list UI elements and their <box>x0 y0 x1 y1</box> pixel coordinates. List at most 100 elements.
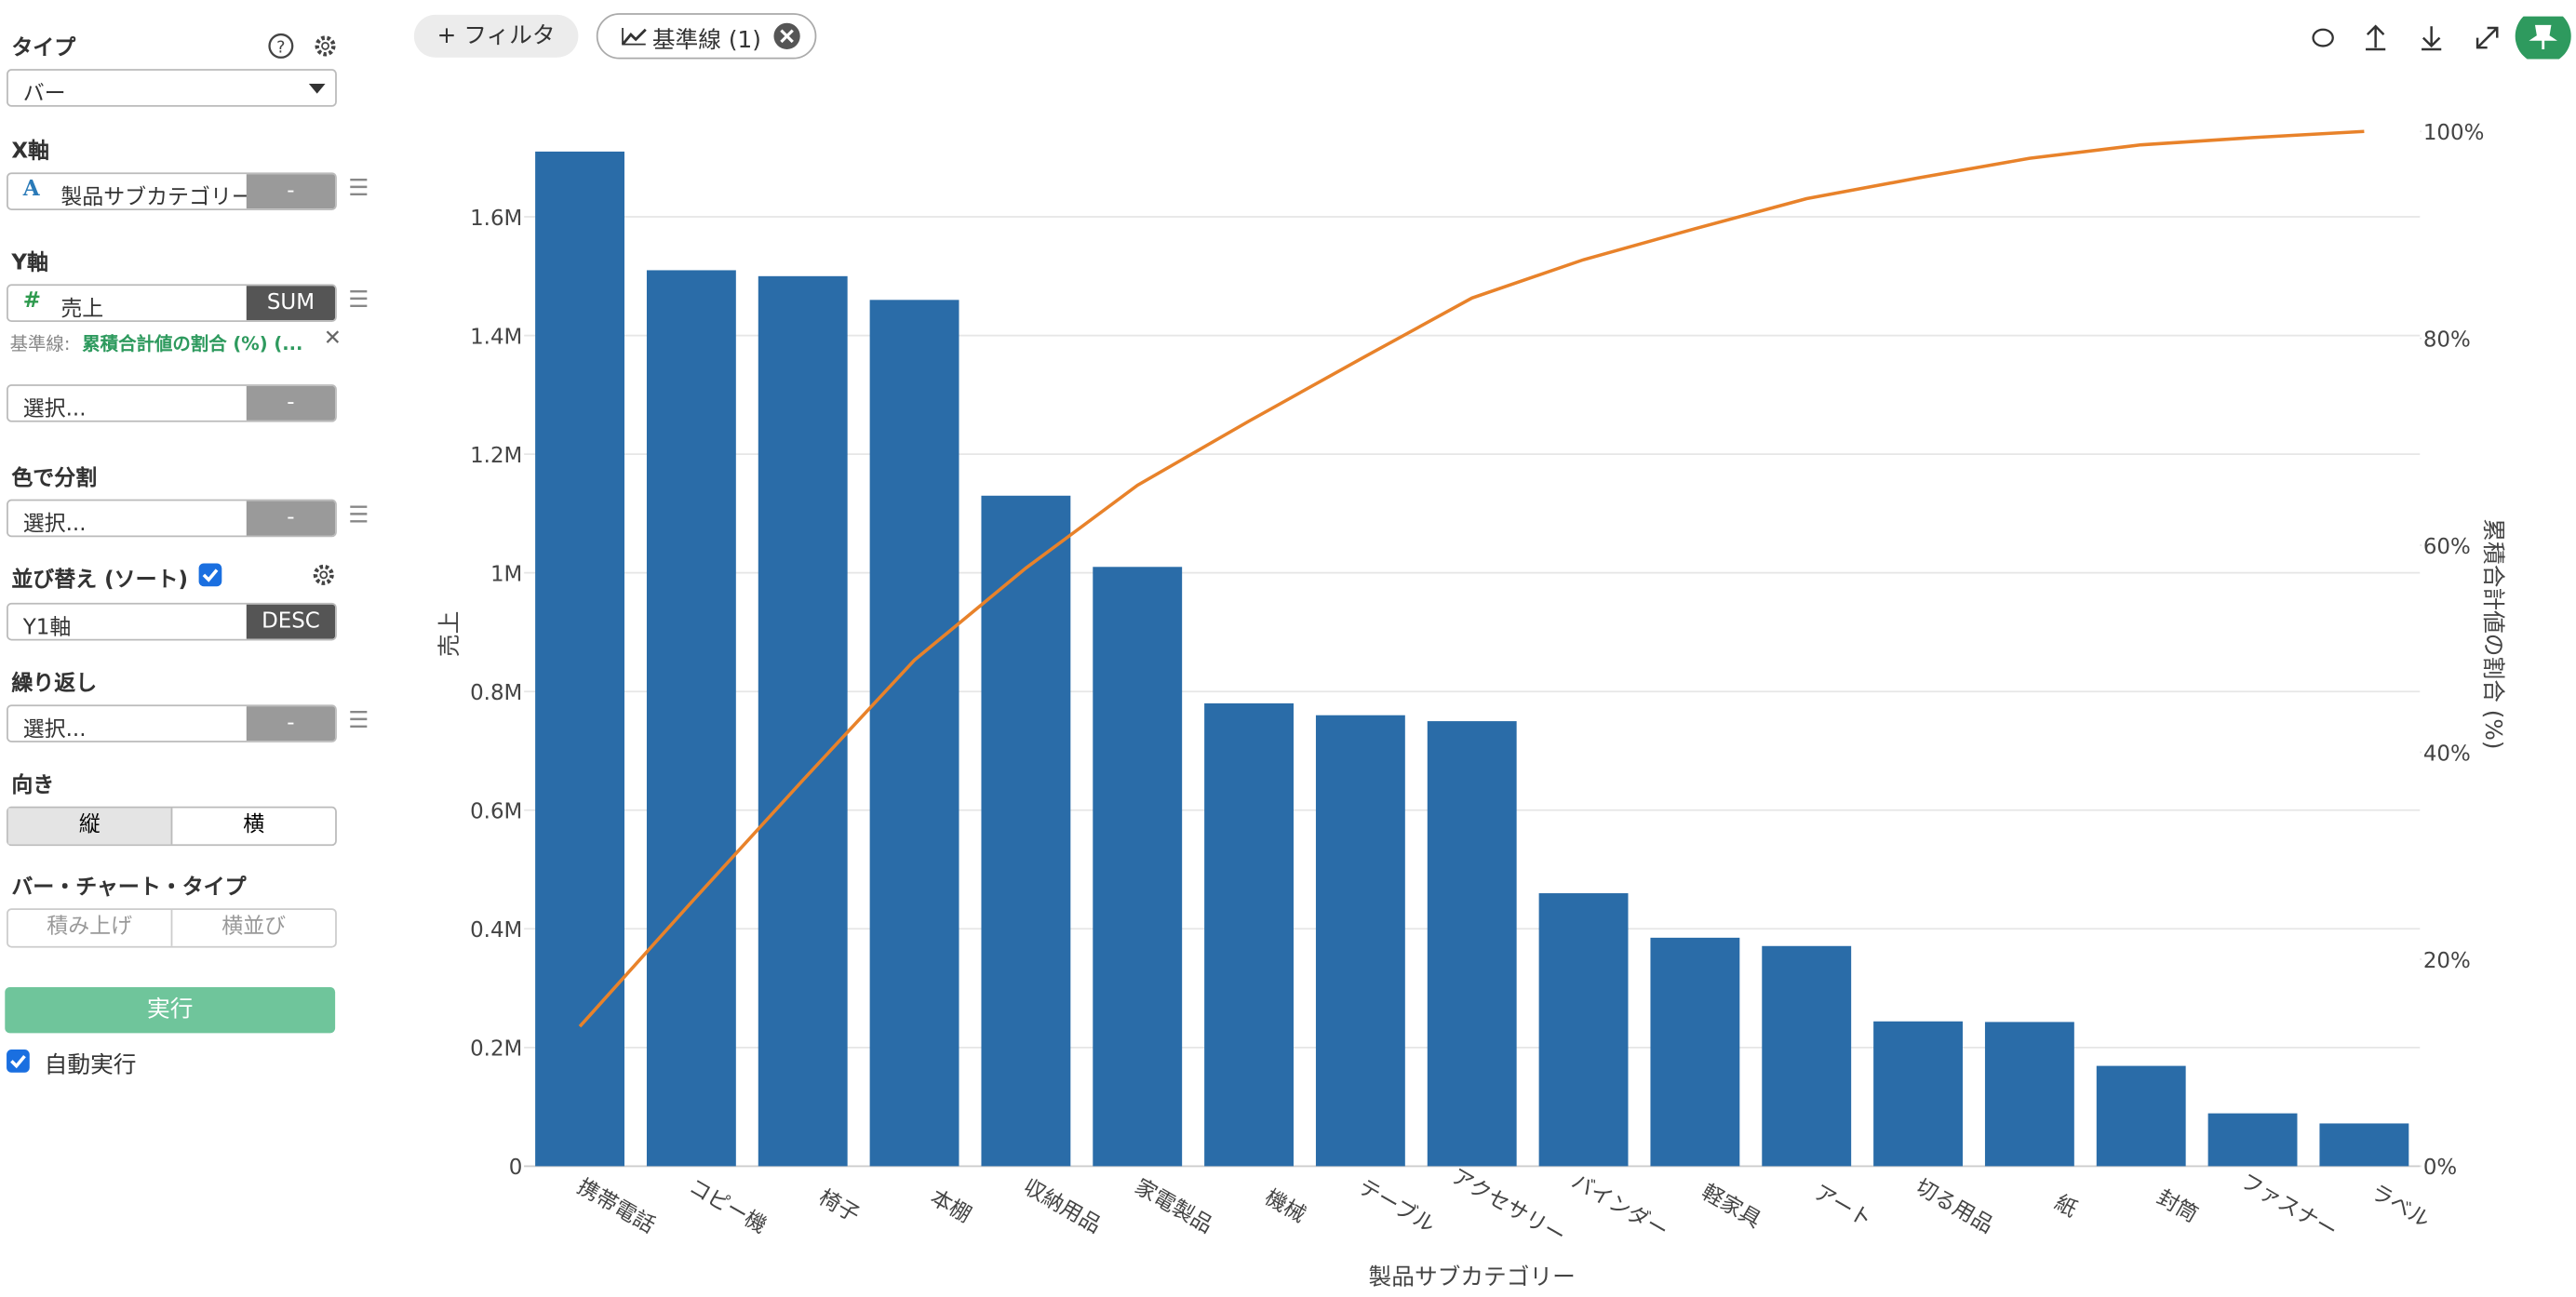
bar <box>2096 1065 2186 1167</box>
sort-checkbox[interactable] <box>197 562 223 588</box>
auto-run-label: 自動実行 <box>44 1052 137 1079</box>
sort-label: 並び替え (ソート) <box>11 568 188 594</box>
bar <box>1762 945 1852 1167</box>
x-tick-label: テーブル <box>1354 1175 1439 1238</box>
x-tick-label: 紙 <box>2050 1191 2081 1223</box>
repeat-field[interactable]: 選択... - <box>7 704 337 742</box>
sort-order[interactable]: DESC <box>246 604 336 639</box>
y-tick-label: 0.6M <box>470 800 522 824</box>
sort-field-value: Y1軸 <box>22 615 72 641</box>
y2-tick-label: 40% <box>2423 742 2471 766</box>
color-field[interactable]: 選択... - <box>7 499 337 538</box>
baseline-chip[interactable]: 基準線 (1) <box>596 13 817 60</box>
orientation-toggle: 縦横 <box>7 806 337 847</box>
bar <box>758 275 848 1167</box>
toolbar-icons[interactable] <box>2300 16 2576 60</box>
x-tick-label: 封筒 <box>2153 1185 2202 1227</box>
repeat-agg[interactable]: - <box>246 706 336 742</box>
bar <box>1984 1022 2074 1167</box>
color-agg[interactable]: - <box>246 501 336 536</box>
type-select[interactable]: バー <box>7 69 337 107</box>
y2-tick-label: 100% <box>2423 121 2485 145</box>
repeat-field-value: 選択... <box>22 717 87 742</box>
y-tick-label: 0.4M <box>470 918 522 943</box>
y-field[interactable]: # 売上 SUM <box>7 284 337 323</box>
y-tick-label: 1.6M <box>470 207 522 231</box>
x-tick-label: 携帯電話 <box>573 1175 659 1238</box>
y-tick-label: 0.8M <box>470 681 522 705</box>
x-tick-label: 家電製品 <box>1131 1175 1216 1238</box>
bar-type-label: バー・チャート・タイプ <box>11 875 247 901</box>
orientation-option[interactable]: 横 <box>243 812 265 838</box>
x-axis-label: X軸 <box>11 140 50 165</box>
color-field-value: 選択... <box>22 512 87 538</box>
color-label: 色で分割 <box>11 466 98 491</box>
bar <box>869 300 959 1167</box>
y-tick-label: 1.4M <box>470 325 522 349</box>
y2-tick-label: 0% <box>2423 1156 2457 1180</box>
sort-settings[interactable] <box>309 560 339 590</box>
menu-icon[interactable]: ☰ <box>348 707 369 735</box>
type-value: バー <box>22 82 66 107</box>
menu-icon[interactable]: ☰ <box>348 175 369 203</box>
bar <box>646 270 736 1167</box>
bar <box>1873 1021 1963 1167</box>
menu-icon[interactable]: ☰ <box>348 502 369 529</box>
x-axis-title: 製品サブカテゴリー <box>1369 1263 1576 1290</box>
bar <box>535 151 624 1167</box>
x-tick-label: 機械 <box>1260 1185 1309 1227</box>
y-tick-label: 1.2M <box>470 444 522 468</box>
sort-field[interactable]: Y1軸 DESC <box>7 602 337 641</box>
bar-type-toggle: 積み上げ 横並び <box>7 908 337 948</box>
x-tick-label: 切る用品 <box>1912 1175 1997 1238</box>
x-tick-label: コピー機 <box>684 1175 771 1238</box>
svg-text:?: ? <box>276 38 285 57</box>
y2-tick-label: 80% <box>2423 328 2471 352</box>
y2-tick-label: 60% <box>2423 535 2471 559</box>
menu-icon[interactable]: ☰ <box>348 287 369 314</box>
baseline-value[interactable]: 累積合計値の割合 (%) (... <box>82 333 303 355</box>
y-tick-label: 1M <box>490 562 522 586</box>
baseline-prefix: 基準線: <box>9 333 71 355</box>
x-field-value: 製品サブカテゴリー <box>60 185 252 210</box>
x-tick-label: アート <box>1809 1181 1875 1233</box>
y-field-value: 売上 <box>60 297 104 323</box>
bar <box>1204 702 1294 1167</box>
orientation-option[interactable]: 縦 <box>7 808 173 845</box>
y2-axis-title: 累積合計値の割合 (%) <box>2480 518 2507 749</box>
y-axis-title: 売上 <box>436 611 463 657</box>
x-agg[interactable]: - <box>246 174 336 209</box>
y-axis-label: Y軸 <box>11 251 48 276</box>
type-label: タイプ <box>11 35 76 61</box>
auto-run-checkbox[interactable] <box>5 1048 31 1074</box>
y2-tick-label: 20% <box>2423 949 2471 973</box>
x-field[interactable]: A 製品サブカテゴリー - <box>7 172 337 210</box>
bar-type-option[interactable]: 横並び <box>221 915 287 940</box>
y2-field[interactable]: 選択... - <box>7 384 337 422</box>
x-tick-label: バインダー <box>1567 1170 1671 1244</box>
y2-field-value: 選択... <box>22 397 87 422</box>
bar <box>981 495 1071 1167</box>
remove-icon[interactable]: ✕ <box>323 327 342 352</box>
x-tick-label: アクセサリー <box>1447 1164 1569 1249</box>
bar <box>2319 1123 2409 1167</box>
x-tick-label: ファスナー <box>2236 1170 2341 1244</box>
y-tick-label: 0.2M <box>470 1037 522 1062</box>
bar <box>1538 893 1629 1167</box>
x-tick-label: 軽家具 <box>1697 1180 1765 1233</box>
line <box>578 129 2365 1028</box>
orientation-label: 向き <box>11 773 55 798</box>
bar <box>1427 721 1517 1167</box>
type-icons[interactable]: ? <box>264 30 346 62</box>
y2-agg[interactable]: - <box>246 385 336 421</box>
repeat-label: 繰り返し <box>11 672 98 697</box>
bar-type-option[interactable]: 積み上げ <box>8 909 173 946</box>
run-button[interactable]: 実行 <box>5 986 336 1034</box>
x-tick-label: 収納用品 <box>1019 1175 1105 1238</box>
x-tick-label: 椅子 <box>814 1185 864 1227</box>
bar <box>1093 567 1183 1167</box>
bar <box>2207 1113 2298 1167</box>
y-agg[interactable]: SUM <box>246 286 336 321</box>
filter-button[interactable]: + フィルタ <box>413 14 579 58</box>
